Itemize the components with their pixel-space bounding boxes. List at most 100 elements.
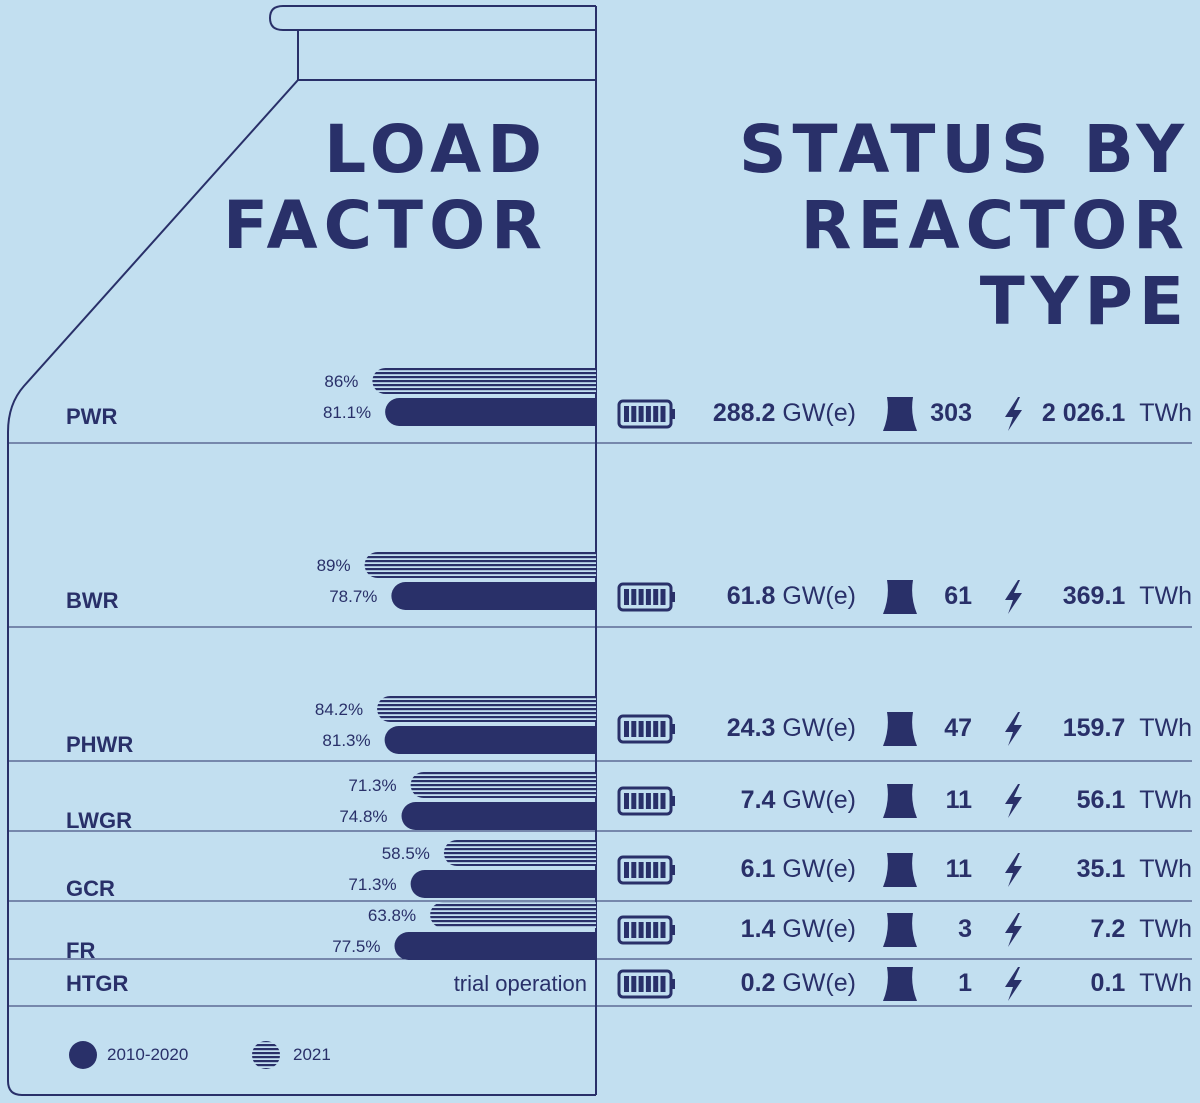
bar-label-2010-2020: 81.3% <box>322 731 371 750</box>
status-title-line: STATUS BY <box>739 111 1190 188</box>
bar-label-2021: 84.2% <box>314 700 364 719</box>
generation-value: 7.2 TWh <box>1091 915 1192 944</box>
generation-unit: TWh <box>1139 969 1192 997</box>
capacity-unit: GW(e) <box>782 399 856 427</box>
capacity-number: 24.3 <box>726 714 776 742</box>
generation-unit: TWh <box>1139 714 1192 742</box>
capacity-value: 6.1 GW(e) <box>741 855 856 884</box>
reactor-type-label: PWR <box>66 404 118 429</box>
capacity-unit: GW(e) <box>782 915 856 943</box>
battery-icon <box>617 855 675 885</box>
bar-2021-pwr <box>372 368 596 394</box>
battery-icon <box>617 714 675 744</box>
reactor-count: 1 <box>958 969 972 998</box>
capacity-number: 61.8 <box>726 582 776 610</box>
lightning-icon <box>1005 913 1022 947</box>
reactor-count-number: 47 <box>944 714 972 742</box>
generation-number: 159.7 <box>1062 714 1126 742</box>
reactor-count-number: 61 <box>944 582 972 610</box>
battery-icon <box>617 582 675 612</box>
bar-2010-2020-phwr <box>384 726 596 754</box>
capacity-unit: GW(e) <box>782 582 856 610</box>
generation-number: 35.1 <box>1076 855 1126 883</box>
bar-label-2010-2020: 74.8% <box>339 807 388 826</box>
reactor-type-label: HTGR <box>66 971 129 996</box>
bar-label-2021: 71.3% <box>348 776 397 795</box>
capacity-value: 0.2 GW(e) <box>741 969 856 998</box>
capacity-number: 6.1 <box>740 855 776 883</box>
cooling-tower-icon <box>883 580 917 614</box>
lightning-icon <box>1005 580 1022 614</box>
reactor-count-number: 11 <box>945 855 972 883</box>
lightning-icon <box>1005 712 1022 746</box>
generation-unit: TWh <box>1139 399 1192 427</box>
capacity-unit: GW(e) <box>782 855 856 883</box>
reactor-count: 61 <box>944 582 972 611</box>
capacity-number: 1.4 <box>740 915 776 943</box>
bar-label-2021: 58.5% <box>381 844 430 863</box>
bar-label-2010-2020: 78.7% <box>329 587 378 606</box>
reactor-type-label: FR <box>66 938 96 963</box>
bar-label-2021: 89% <box>316 556 351 575</box>
load-factor-title-line: LOAD <box>324 111 548 188</box>
bar-2021-bwr <box>364 552 596 578</box>
generation-number: 369.1 <box>1062 582 1126 610</box>
capacity-unit: GW(e) <box>782 714 856 742</box>
capacity-value: 24.3 GW(e) <box>727 714 856 743</box>
lightning-icon <box>1005 784 1022 818</box>
generation-number: 0.1 <box>1090 969 1126 997</box>
generation-value: 35.1 TWh <box>1077 855 1192 884</box>
bar-2010-2020-pwr <box>385 398 596 426</box>
cooling-tower-icon <box>883 967 917 1001</box>
bottle-outline <box>7 79 596 1096</box>
cooling-tower-icon <box>883 397 917 431</box>
reactor-count: 11 <box>946 855 972 884</box>
capacity-value: 1.4 GW(e) <box>741 915 856 944</box>
bar-2010-2020-gcr <box>410 870 596 898</box>
generation-value: 56.1 TWh <box>1077 786 1192 815</box>
bar-label-2021: 63.8% <box>367 906 417 925</box>
reactor-count-number: 3 <box>958 915 972 943</box>
bar-2021-fr <box>430 902 596 928</box>
bar-2010-2020-fr <box>394 932 596 960</box>
bar-2021-phwr <box>377 696 596 722</box>
legend-label: 2021 <box>293 1045 331 1064</box>
reactor-count: 303 <box>930 399 972 428</box>
bar-2021-lwgr <box>410 772 596 798</box>
legend-swatch-2010-2020 <box>69 1041 97 1069</box>
reactor-count: 11 <box>946 786 972 815</box>
bottle-cap <box>268 5 596 31</box>
load-factor-title-line: FACTOR <box>223 187 548 264</box>
reactor-type-label: PHWR <box>66 732 134 757</box>
capacity-value: 61.8 GW(e) <box>727 582 856 611</box>
bar-2010-2020-lwgr <box>401 802 596 830</box>
capacity-value: 288.2 GW(e) <box>713 399 856 428</box>
reactor-type-label: LWGR <box>66 808 132 833</box>
generation-number: 2 026.1 <box>1041 399 1126 427</box>
status-title-line: REACTOR <box>800 187 1190 264</box>
reactor-count: 3 <box>958 915 972 944</box>
generation-value: 369.1 TWh <box>1063 582 1192 611</box>
reactor-count-number: 303 <box>930 399 972 427</box>
capacity-number: 288.2 <box>712 399 776 427</box>
bar-2010-2020-bwr <box>391 582 596 610</box>
bar-2021-gcr <box>443 840 596 866</box>
generation-value: 2 026.1 TWh <box>1042 399 1192 428</box>
reactor-count-number: 11 <box>945 786 972 814</box>
generation-unit: TWh <box>1139 582 1192 610</box>
cooling-tower-icon <box>883 913 917 947</box>
capacity-number: 0.2 <box>740 969 776 997</box>
bar-label-2021: 86% <box>324 372 359 391</box>
bar-label-2010-2020: 77.5% <box>332 937 381 956</box>
lightning-icon <box>1005 853 1022 887</box>
generation-number: 7.2 <box>1090 915 1126 943</box>
reactor-count-number: 1 <box>958 969 972 997</box>
generation-unit: TWh <box>1139 855 1192 883</box>
battery-icon <box>617 786 675 816</box>
cooling-tower-icon <box>883 784 917 818</box>
capacity-unit: GW(e) <box>782 786 856 814</box>
load-factor-title: LOAD FACTOR <box>223 112 548 264</box>
bar-label-2010-2020: 81.1% <box>322 403 372 422</box>
capacity-unit: GW(e) <box>782 969 856 997</box>
